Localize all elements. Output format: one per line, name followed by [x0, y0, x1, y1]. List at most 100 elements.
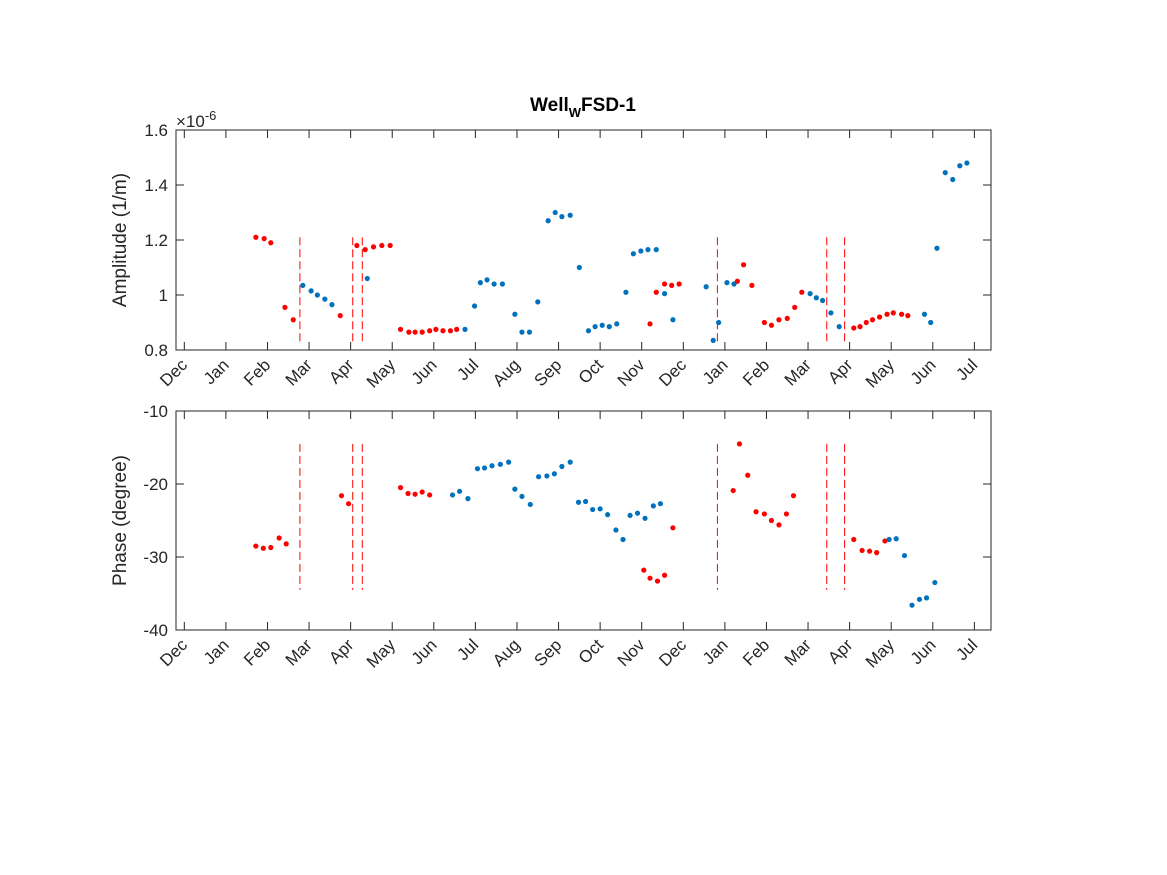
data-point-blue [484, 277, 490, 283]
data-point-red [282, 304, 288, 310]
data-point-blue [634, 510, 641, 516]
data-point-blue [638, 248, 644, 254]
data-point-blue [964, 160, 970, 166]
y-tick-label: -30 [143, 548, 168, 567]
data-point-blue [449, 492, 456, 498]
data-point-blue [519, 329, 525, 335]
data-point-red [874, 550, 880, 556]
data-point-blue [582, 498, 589, 505]
data-point-blue [623, 289, 629, 295]
data-point-red [406, 329, 412, 335]
data-point-blue [499, 281, 506, 287]
data-point-blue [519, 493, 525, 500]
data-point-red [776, 317, 782, 323]
data-point-blue [300, 282, 306, 288]
data-point-red [427, 328, 433, 334]
data-point-red [654, 578, 661, 584]
data-point-blue [599, 322, 605, 328]
data-point-red [776, 522, 782, 528]
data-point-red [890, 310, 896, 316]
data-point-blue [308, 288, 314, 294]
data-point-red [268, 544, 274, 551]
data-point-red [647, 321, 653, 327]
data-point-blue [567, 212, 573, 218]
data-point-blue [567, 459, 573, 465]
data-point-blue [314, 292, 320, 298]
data-point-blue [957, 163, 963, 169]
data-point-red [851, 536, 857, 543]
data-point-blue [731, 281, 737, 287]
data-point-red [851, 325, 857, 331]
data-point-blue [916, 596, 923, 602]
data-point-blue [807, 291, 813, 297]
data-point-red [661, 572, 668, 578]
data-point-red [338, 493, 345, 499]
title-main: Well [530, 95, 569, 116]
data-point-red [898, 311, 905, 317]
data-point-red [433, 326, 439, 332]
data-point-blue [512, 486, 518, 492]
data-point-blue [462, 326, 468, 332]
y-tick-label: 1.4 [144, 176, 168, 195]
data-point-red [653, 289, 659, 295]
data-point-blue [724, 280, 730, 286]
data-point-red [761, 511, 767, 517]
data-point-blue [836, 324, 842, 330]
data-point-blue [575, 499, 582, 505]
data-point-blue [886, 536, 892, 543]
data-point-red [454, 326, 460, 332]
data-point-blue [491, 281, 497, 287]
data-point-red [261, 236, 267, 242]
data-point-red [641, 567, 647, 573]
data-point-red [863, 319, 869, 326]
data-point-red [397, 326, 404, 332]
data-point-blue [481, 465, 488, 471]
data-point-red [768, 517, 775, 524]
data-point-blue [661, 291, 668, 297]
data-point-blue [497, 461, 503, 467]
data-point-blue [921, 311, 928, 317]
y-tick-label: 0.8 [144, 341, 168, 360]
data-point-red [761, 319, 767, 326]
y-tick-label: 1.6 [144, 121, 168, 140]
data-point-blue [893, 536, 899, 542]
data-point-red [768, 322, 775, 328]
data-point-red [276, 535, 282, 541]
data-point-red [405, 490, 411, 497]
y-tick-label: -40 [143, 621, 168, 640]
data-point-blue [597, 506, 603, 512]
data-point-blue [828, 310, 834, 316]
data-point-red [345, 501, 352, 507]
data-point-red [387, 242, 393, 249]
title-subscript: W [569, 105, 582, 120]
data-point-blue [535, 474, 542, 480]
data-point-red [379, 242, 385, 249]
data-point-blue [590, 506, 596, 513]
exponent-base: ×10 [176, 112, 205, 131]
data-point-red [419, 329, 425, 335]
data-point-red [792, 304, 798, 310]
data-point-blue [559, 214, 565, 220]
data-point-red [676, 281, 682, 287]
data-point-blue [613, 527, 619, 533]
data-point-red [859, 547, 865, 554]
data-point-blue [928, 319, 934, 326]
data-point-blue [901, 552, 908, 559]
y-tick-label: 1 [159, 286, 168, 305]
data-point-red [440, 328, 446, 334]
data-point-blue [364, 275, 370, 282]
data-point-blue [456, 488, 463, 494]
y-tick-label: 1.2 [144, 231, 168, 250]
data-point-red [427, 492, 433, 498]
y-tick-label: -20 [143, 475, 168, 494]
data-point-blue [950, 176, 956, 183]
data-point-red [857, 324, 863, 330]
data-point-blue [627, 512, 633, 518]
data-point-blue [535, 299, 541, 305]
exponent-power: -6 [205, 108, 217, 123]
data-point-red [745, 472, 751, 478]
data-point-blue [329, 302, 335, 308]
data-point-red [419, 489, 425, 495]
